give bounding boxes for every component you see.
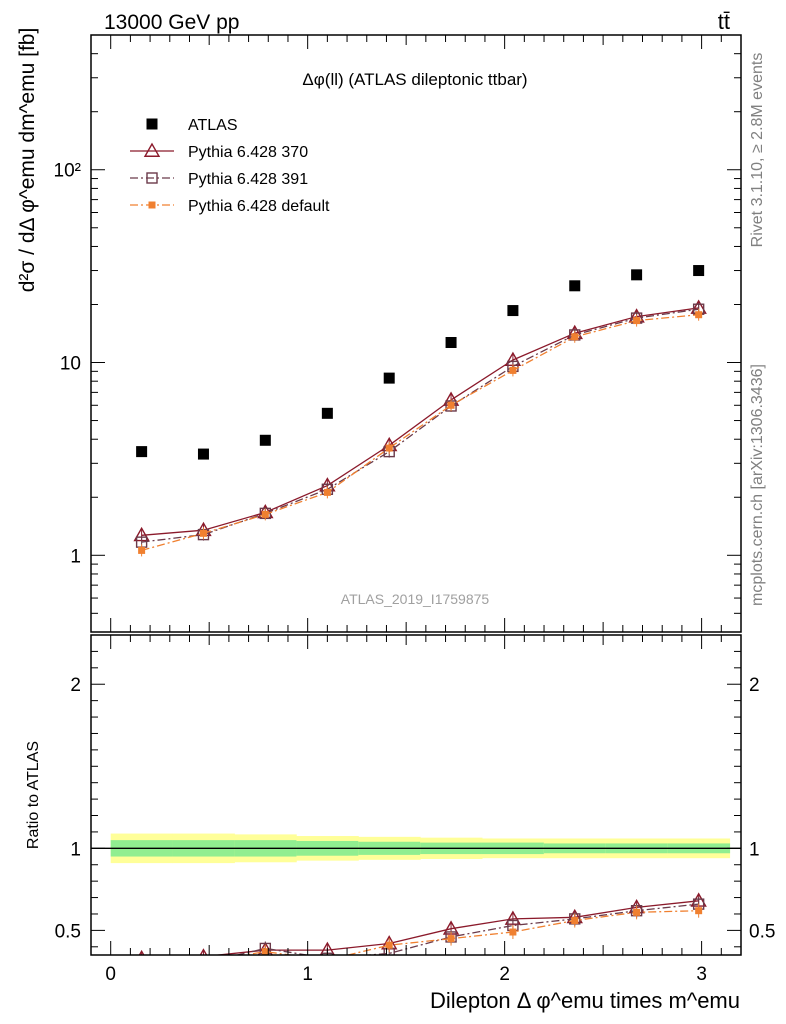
ratio-y-tick-label: 0.5 xyxy=(55,921,81,942)
ratio-y-tick-label-right: 0.5 xyxy=(749,921,775,942)
data-point xyxy=(197,448,209,460)
legend-marker xyxy=(148,201,156,209)
x-tick-label: 1 xyxy=(302,964,313,985)
y-tick-label: 10 xyxy=(60,354,81,375)
data-point xyxy=(323,488,331,496)
legend-marker xyxy=(143,142,161,157)
y-tick-label: 1 xyxy=(70,546,81,567)
ratio-series-line xyxy=(234,903,699,955)
ratio-data-point xyxy=(571,917,579,925)
ratio-data-point xyxy=(200,958,207,965)
rivet-label: Rivet 3.1.10, ≥ 2.8M events xyxy=(749,53,766,248)
data-point xyxy=(571,333,579,341)
ratio-y-tick-label: 1 xyxy=(70,839,81,860)
data-point xyxy=(507,305,519,317)
ratio-data-point xyxy=(261,948,269,955)
legend-label: Pythia 6.428 391 xyxy=(188,171,308,188)
x-tick-label: 2 xyxy=(499,964,510,985)
ratio-y-axis-label: Ratio to ATLAS xyxy=(25,741,42,849)
data-point xyxy=(633,317,641,325)
ratio-data-point xyxy=(695,907,703,915)
data-point xyxy=(447,401,455,409)
legend-label: Pythia 6.428 default xyxy=(188,198,330,215)
data-point xyxy=(509,366,517,374)
data-point xyxy=(259,434,271,446)
data-point xyxy=(321,407,333,419)
ratio-series-line xyxy=(240,910,699,955)
data-point xyxy=(693,265,705,277)
ratio-data-point xyxy=(138,960,145,967)
x-tick-label: 0 xyxy=(105,964,116,985)
series-line xyxy=(141,307,699,536)
ratio-data-point xyxy=(198,958,208,968)
main-frame xyxy=(90,34,742,633)
data-point xyxy=(631,269,643,281)
ratio-data-point xyxy=(385,941,393,949)
legend: ATLAS Pythia 6.428 370 Pythia 6.428 391 Pyt… xyxy=(130,117,330,215)
ratio-panel: 0.5 0.5 1 1 2 2 0 1 2 3 xyxy=(55,634,775,985)
mcplots-label: mcplots.cern.ch [arXiv:1306.3436] xyxy=(749,364,766,606)
ratio-data-point xyxy=(137,957,147,967)
ratio-series-line xyxy=(212,900,699,955)
ratio-y-tick-label-right: 2 xyxy=(749,675,760,696)
series-line xyxy=(141,314,699,552)
data-point xyxy=(695,311,703,319)
main-panel: 1 10 10² Δφ(ll) (ATLAS dileptonic ttbar) A… xyxy=(54,34,742,633)
plot-title: Δφ(ll) (ATLAS dileptonic ttbar) xyxy=(302,70,527,89)
legend-label: ATLAS xyxy=(188,117,238,134)
x-axis-label: Dilepton Δ φ^emu times m^emu xyxy=(430,988,740,1013)
ratio-y-tick-label: 2 xyxy=(70,675,81,696)
data-point xyxy=(569,280,581,292)
ratio-data-point xyxy=(447,935,455,943)
data-point xyxy=(136,446,148,458)
data-point xyxy=(445,337,457,349)
legend-label: Pythia 6.428 370 xyxy=(188,144,308,161)
ratio-data-point xyxy=(633,908,641,916)
ratio-data-point xyxy=(324,956,331,963)
analysis-id-label: ATLAS_2019_I1759875 xyxy=(341,591,490,607)
series-line xyxy=(141,308,699,543)
legend-marker xyxy=(146,172,158,184)
ratio-data-point xyxy=(509,928,517,936)
process-label: tt̄ xyxy=(718,9,730,34)
data-point xyxy=(383,372,395,384)
ratio-data-point xyxy=(319,941,335,955)
ratio-frame xyxy=(90,634,742,956)
data-point xyxy=(385,444,393,452)
data-point xyxy=(199,529,207,537)
data-point xyxy=(261,510,269,518)
ratio-y-tick-label-right: 1 xyxy=(749,839,760,860)
x-tick-label: 3 xyxy=(696,964,707,985)
data-point xyxy=(138,546,146,554)
energy-label: 13000 GeV pp xyxy=(104,11,239,34)
legend-marker xyxy=(146,118,158,130)
y-tick-label: 10² xyxy=(54,161,81,182)
main-y-axis-label: d²σ / dΔ φ^emu dm^emu [fb] xyxy=(16,28,39,293)
